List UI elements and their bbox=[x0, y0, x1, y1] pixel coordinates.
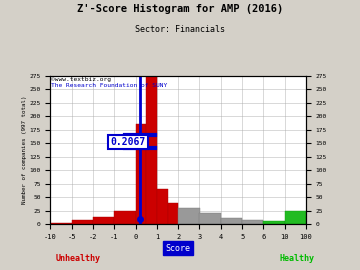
Bar bbox=[50, 223, 72, 224]
Text: Unhealthy: Unhealthy bbox=[56, 254, 101, 262]
Text: Healthy: Healthy bbox=[279, 254, 314, 262]
Bar bbox=[167, 202, 178, 224]
Bar bbox=[178, 208, 199, 224]
Bar bbox=[72, 220, 93, 224]
X-axis label: Score: Score bbox=[166, 244, 191, 253]
Text: The Research Foundation of SUNY: The Research Foundation of SUNY bbox=[51, 83, 168, 89]
Bar bbox=[136, 124, 146, 224]
Bar bbox=[93, 217, 114, 224]
Bar bbox=[242, 220, 264, 224]
Text: Sector: Financials: Sector: Financials bbox=[135, 25, 225, 34]
Text: 0.2067: 0.2067 bbox=[111, 137, 146, 147]
Bar bbox=[157, 189, 167, 224]
Bar bbox=[199, 213, 221, 224]
Bar bbox=[221, 218, 242, 224]
Bar bbox=[146, 76, 157, 224]
Bar bbox=[306, 217, 309, 224]
Text: ©www.textbiz.org: ©www.textbiz.org bbox=[51, 77, 112, 82]
Bar bbox=[264, 221, 285, 224]
Bar bbox=[285, 211, 306, 224]
Text: Z'-Score Histogram for AMP (2016): Z'-Score Histogram for AMP (2016) bbox=[77, 4, 283, 14]
Y-axis label: Number of companies (997 total): Number of companies (997 total) bbox=[22, 96, 27, 204]
Bar bbox=[114, 211, 136, 224]
